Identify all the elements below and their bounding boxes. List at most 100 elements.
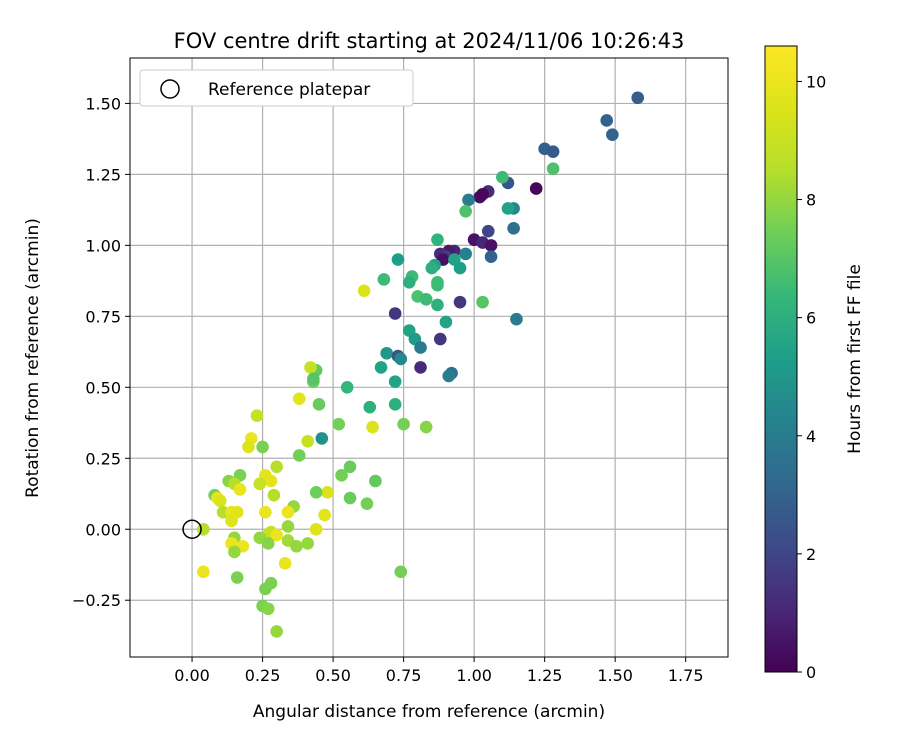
data-point bbox=[301, 537, 315, 550]
data-point bbox=[259, 505, 272, 519]
x-tick-label: 1.75 bbox=[668, 666, 704, 685]
data-point bbox=[374, 361, 388, 374]
data-point bbox=[380, 346, 393, 360]
data-point bbox=[259, 582, 272, 596]
data-point bbox=[360, 497, 374, 511]
data-point bbox=[425, 261, 439, 275]
y-tick-label: −0.25 bbox=[72, 591, 121, 610]
data-point bbox=[419, 420, 433, 434]
data-point bbox=[402, 275, 416, 289]
data-point bbox=[546, 145, 560, 158]
data-point bbox=[476, 295, 489, 309]
data-point bbox=[529, 182, 543, 195]
data-point bbox=[281, 520, 295, 533]
data-point bbox=[309, 522, 323, 536]
x-axis-ticks: 0.00 0.25 0.50 0.75 1.00 1.25 1.50 1.75 bbox=[174, 657, 704, 685]
data-point bbox=[484, 250, 498, 264]
y-tick-label: 0.75 bbox=[85, 307, 121, 326]
data-point bbox=[357, 284, 371, 298]
colorbar-label: Hours from first FF file bbox=[845, 264, 865, 454]
colorbar-tick-label: 0 bbox=[806, 663, 816, 682]
grid bbox=[130, 58, 728, 657]
data-point bbox=[343, 460, 357, 474]
plot-frame bbox=[129, 57, 729, 658]
data-point bbox=[340, 381, 354, 394]
data-point bbox=[292, 449, 306, 462]
data-point bbox=[270, 528, 283, 542]
y-tick-label: 1.00 bbox=[85, 236, 121, 255]
data-point bbox=[332, 417, 346, 431]
data-point bbox=[414, 361, 427, 374]
data-point bbox=[507, 222, 520, 235]
data-point bbox=[397, 417, 410, 431]
data-point bbox=[501, 202, 515, 215]
y-tick-label: 0.00 bbox=[85, 520, 121, 539]
legend: Reference platepar bbox=[139, 69, 414, 107]
plot-area: 0.00 0.25 0.50 0.75 1.00 1.25 1.50 1.75 −0.25 0.… bbox=[72, 57, 729, 685]
data-point bbox=[606, 128, 619, 141]
colorbar-tick-label: 2 bbox=[806, 545, 816, 564]
data-point bbox=[228, 545, 241, 559]
data-point bbox=[366, 420, 379, 434]
data-point bbox=[315, 432, 329, 445]
data-point bbox=[197, 565, 210, 579]
x-tick-label: 0.75 bbox=[386, 666, 422, 685]
data-point bbox=[431, 298, 444, 312]
scatter-points bbox=[197, 91, 645, 638]
data-point bbox=[419, 293, 433, 306]
data-point bbox=[459, 247, 472, 261]
data-point bbox=[312, 398, 326, 411]
data-point bbox=[309, 486, 323, 499]
data-point bbox=[321, 486, 334, 499]
data-point bbox=[267, 488, 281, 502]
data-point bbox=[264, 474, 278, 488]
data-point bbox=[301, 434, 315, 448]
colorbar: 0 2 4 6 8 10 Hours from first FF file bbox=[764, 45, 865, 682]
data-point bbox=[213, 494, 227, 508]
colorbar-tick-label: 4 bbox=[806, 427, 816, 446]
data-point bbox=[431, 278, 444, 292]
legend-entry-label: Reference platepar bbox=[208, 80, 370, 100]
x-tick-label: 1.25 bbox=[527, 666, 563, 685]
data-point bbox=[394, 352, 408, 366]
data-point bbox=[439, 315, 453, 329]
data-point bbox=[261, 602, 275, 616]
data-point bbox=[453, 261, 467, 275]
data-point bbox=[225, 514, 238, 528]
data-point bbox=[414, 341, 427, 354]
data-point bbox=[510, 312, 523, 326]
data-point bbox=[546, 162, 560, 176]
data-point bbox=[462, 193, 475, 207]
data-point bbox=[369, 474, 382, 488]
data-point bbox=[476, 187, 489, 201]
data-point bbox=[278, 557, 292, 570]
colorbar-tick-label: 6 bbox=[806, 309, 816, 328]
x-tick-label: 0.50 bbox=[315, 666, 351, 685]
data-point bbox=[431, 233, 444, 246]
y-axis-label: Rotation from reference (arcmin) bbox=[23, 218, 43, 498]
data-point bbox=[442, 369, 456, 383]
data-point bbox=[453, 295, 467, 309]
data-point bbox=[377, 273, 391, 286]
colorbar-gradient bbox=[764, 45, 798, 673]
data-point bbox=[256, 440, 269, 454]
data-point bbox=[459, 204, 472, 218]
plot-background bbox=[130, 58, 728, 657]
x-tick-label: 1.50 bbox=[597, 666, 633, 685]
data-point bbox=[318, 508, 331, 522]
colorbar-tick-label: 10 bbox=[806, 72, 826, 91]
y-tick-label: 0.50 bbox=[85, 378, 121, 397]
data-point bbox=[242, 440, 255, 454]
data-point bbox=[484, 239, 498, 252]
data-point bbox=[388, 307, 402, 320]
data-point bbox=[270, 460, 283, 474]
data-point bbox=[270, 625, 283, 638]
data-point bbox=[307, 372, 320, 386]
data-point bbox=[631, 91, 645, 105]
chart-title: FOV centre drift starting at 2024/11/06 … bbox=[174, 29, 685, 53]
data-point bbox=[335, 469, 348, 482]
x-tick-label: 1.00 bbox=[456, 666, 492, 685]
data-point bbox=[496, 170, 509, 184]
data-point bbox=[600, 114, 614, 127]
